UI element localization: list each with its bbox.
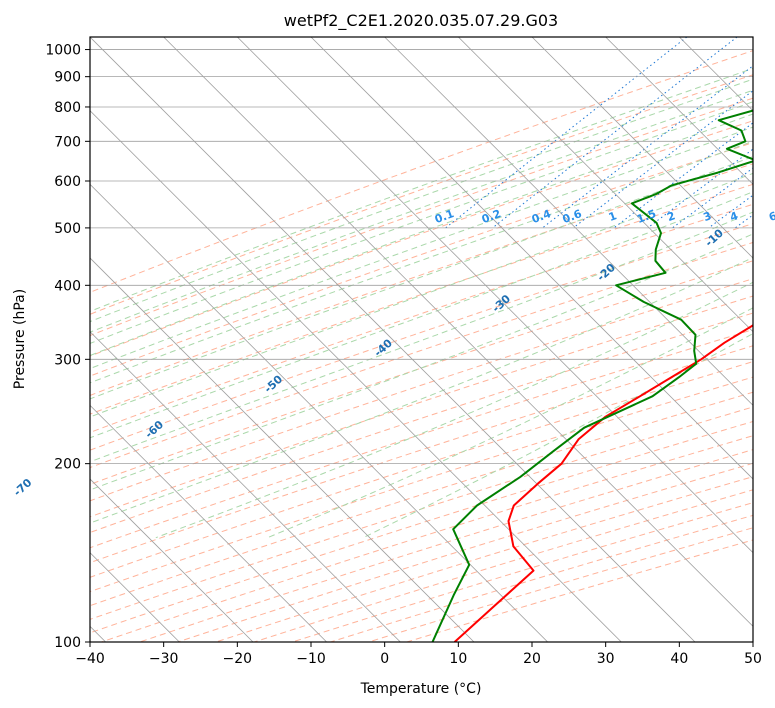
dewpoint-line: [431, 109, 753, 642]
x-tick-label: −10: [296, 651, 326, 667]
y-tick-label: 700: [54, 134, 81, 150]
x-axis-ticks: −40 −30 −20 −10 0 10 20 30 40 50: [75, 642, 762, 667]
dry-adiabat-line: [90, 329, 753, 549]
mixing-ratio-line: [492, 37, 738, 229]
y-tick-label: 600: [54, 174, 81, 190]
dry-adiabats: [90, 50, 753, 642]
mixing-ratio-label: 0.2: [480, 207, 503, 226]
y-tick-label: 300: [54, 352, 81, 368]
isotherm-line: [237, 37, 753, 554]
mixing-ratio-line: [672, 167, 753, 229]
pressure-gridlines: [90, 49, 753, 642]
y-tick-label: 200: [54, 457, 81, 473]
dry-adiabat-line: [90, 278, 753, 502]
moist-adiabat-line: [90, 89, 753, 333]
mixing-ratio-line: [572, 90, 753, 229]
mixing-ratio-label: 1.5: [635, 207, 658, 226]
isotherm-line: [531, 37, 753, 259]
moist-adiabat-line: [90, 113, 753, 357]
isotherm-line: [605, 37, 753, 185]
mixing-ratio-lines: [445, 37, 753, 229]
mixing-ratio-label: 0.6: [561, 207, 584, 226]
dry-adiabat-line: [90, 50, 753, 293]
y-tick-label: 900: [54, 70, 81, 86]
mixing-ratio-label: 1: [607, 209, 619, 224]
profile-series: [431, 109, 753, 642]
moist-adiabat-line: [90, 126, 753, 370]
isotherm-line: [90, 37, 696, 642]
isotherm-line: [90, 257, 475, 642]
dry-adiabat-line: [90, 120, 753, 357]
moist-adiabat-line: [90, 140, 753, 384]
temperature-line: [453, 324, 753, 642]
plot-frame: [89, 36, 754, 643]
isotherm-line: [458, 37, 753, 333]
moist-adiabat-line: [90, 172, 753, 418]
isotherm-line: [90, 110, 622, 642]
isotherm-line: [310, 37, 753, 480]
y-tick-label: 800: [54, 100, 81, 116]
moist-adiabat-line: [90, 156, 753, 400]
dry-adiabat-line: [90, 260, 753, 485]
x-tick-label: 0: [380, 651, 389, 667]
y-tick-label: 100: [54, 635, 81, 651]
plot-area: [90, 37, 753, 642]
moist-adiabat-line: [90, 78, 753, 323]
mixing-ratio-label: 4: [728, 209, 740, 224]
y-tick-label: 500: [54, 221, 81, 237]
isotherm-line: [90, 478, 254, 642]
mixing-ratio-label: 6: [767, 209, 775, 224]
dry-adiabat-line: [90, 391, 753, 607]
mixing-ratio-label: 0.4: [530, 207, 553, 226]
y-axis-ticks: 1000 900 800 700 600 500 400 300 200 100: [45, 43, 90, 651]
mixing-ratio-label: 3: [702, 209, 714, 224]
isotherm-line: [90, 404, 327, 642]
x-tick-label: −30: [149, 651, 179, 667]
dry-adiabat-line: [90, 142, 753, 377]
dry-adiabat-line: [90, 163, 753, 396]
isotherm-line: [90, 331, 401, 642]
dry-adiabat-line: [90, 97, 753, 337]
chart-title: wetPf2_C2E1.2020.035.07.29.G03: [284, 11, 558, 31]
isotherm-line: [384, 37, 753, 406]
x-tick-label: 30: [597, 651, 615, 667]
y-tick-label: 1000: [45, 43, 81, 59]
mixing-ratio-label: 2: [665, 209, 677, 224]
x-tick-label: 20: [523, 651, 541, 667]
mixing-ratio-line: [445, 37, 688, 229]
isotherm-line: [90, 183, 548, 642]
y-axis-title: Pressure (hPa): [12, 289, 28, 389]
y-tick-label: 400: [54, 278, 81, 294]
isotherm-line: [163, 37, 753, 627]
x-axis-title: Temperature (°C): [360, 681, 482, 697]
dry-adiabat-line: [90, 223, 753, 451]
x-tick-label: 40: [670, 651, 688, 667]
dry-adiabat-line: [90, 312, 753, 534]
dry-adiabat-line: [90, 74, 753, 315]
x-tick-label: 10: [449, 651, 467, 667]
x-tick-label: −20: [223, 651, 253, 667]
x-tick-label: −40: [75, 651, 105, 667]
mixing-ratio-label: 0.1: [433, 207, 456, 226]
moist-adiabat-line: [90, 67, 753, 312]
skewed-isotherms: [90, 37, 753, 642]
mixing-ratio-line: [647, 148, 753, 229]
x-tick-label: 50: [744, 651, 762, 667]
dry-adiabat-line: [90, 183, 753, 415]
